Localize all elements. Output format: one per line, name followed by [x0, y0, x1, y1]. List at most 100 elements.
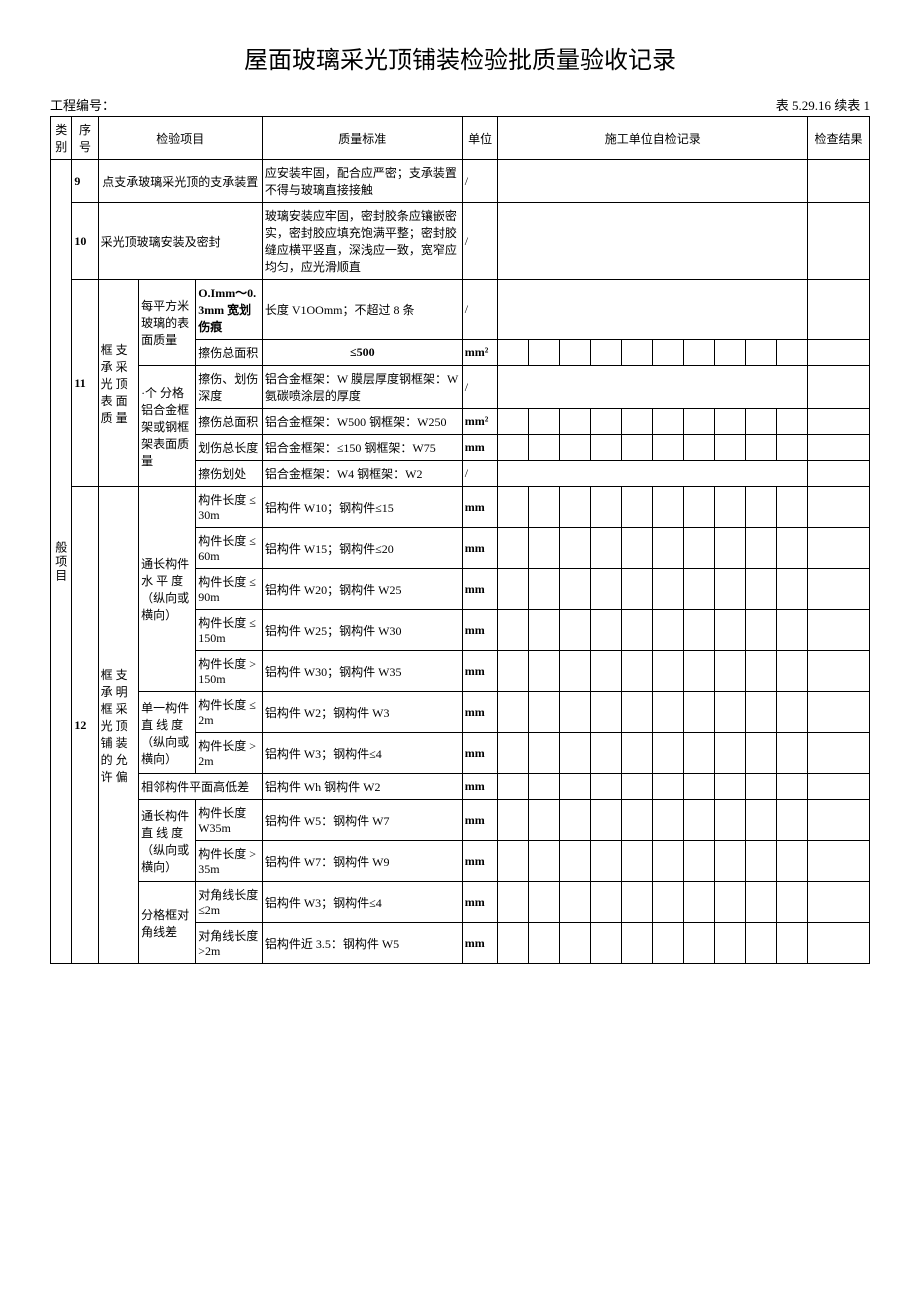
result-cell: [807, 160, 869, 203]
record-cell: [498, 435, 529, 461]
record-cell: [745, 841, 776, 882]
unit-cell: /: [462, 160, 498, 203]
std-cell: 铝构件 W5：钢构件 W7: [262, 800, 462, 841]
record-cell: [653, 610, 684, 651]
record-cell: [591, 569, 622, 610]
group-cell: 框 支承 采光 顶表 面质 量: [98, 280, 138, 487]
record-cell: [498, 487, 529, 528]
record-cell: [560, 651, 591, 692]
record-cell: [560, 733, 591, 774]
record-cell: [498, 569, 529, 610]
record-cell: [776, 774, 807, 800]
record-cell: [776, 651, 807, 692]
result-cell: [807, 610, 869, 651]
subitem-cell: 构件长度 ≤60m: [196, 528, 263, 569]
std-cell: 铝合金框架：W500 钢框架：W250: [262, 409, 462, 435]
record-cell: [653, 651, 684, 692]
record-cell: [684, 651, 715, 692]
result-cell: [807, 280, 869, 340]
head-standard: 质量标准: [262, 117, 462, 160]
table-row: 10 采光顶玻璃安装及密封 玻璃安装应牢固，密封胶条应镶嵌密实，密封胶应填充饱满…: [51, 203, 870, 280]
category-cell: 般项目: [51, 160, 72, 964]
record-cell: [560, 841, 591, 882]
inspection-table: 类别 序号 检验项目 质量标准 单位 施工单位自检记录 检查结果 般项目 9 点…: [50, 116, 870, 964]
subitem-cell: 构件长度 ≤90m: [196, 569, 263, 610]
subitem-cell: 构件长度 ≤150m: [196, 610, 263, 651]
record-cell: [591, 651, 622, 692]
unit-cell: /: [462, 461, 498, 487]
result-cell: [807, 366, 869, 409]
record-cell: [715, 435, 746, 461]
result-cell: [807, 733, 869, 774]
unit-cell: mm: [462, 882, 498, 923]
record-cell: [745, 882, 776, 923]
unit-cell: /: [462, 280, 498, 340]
record-cell: [653, 435, 684, 461]
record-cell: [498, 774, 529, 800]
result-cell: [807, 487, 869, 528]
subitem-cell: 划伤总长度: [196, 435, 263, 461]
record-cell: [622, 528, 653, 569]
record-cell: [591, 841, 622, 882]
table-row: 相邻构件平面高低差 铝构件 Wh 钢构件 W2 mm: [51, 774, 870, 800]
subitem-cell: 构件长度 W35m: [196, 800, 263, 841]
record-cell: [529, 340, 560, 366]
record-cell: [715, 800, 746, 841]
record-cell: [745, 435, 776, 461]
record-cell: [498, 160, 807, 203]
record-cell: [745, 409, 776, 435]
group-cell: 框 支承 明框 采光 顶铺 装的 允许 偏: [98, 487, 138, 964]
record-cell: [529, 487, 560, 528]
record-cell: [745, 692, 776, 733]
record-cell: [498, 461, 807, 487]
record-cell: [622, 841, 653, 882]
record-cell: [529, 882, 560, 923]
std-cell: 铝合金框架：W 膜层厚度钢框架：W 氨碳喷涂层的厚度: [262, 366, 462, 409]
record-cell: [498, 733, 529, 774]
record-cell: [684, 528, 715, 569]
record-cell: [591, 923, 622, 964]
record-cell: [498, 203, 807, 280]
result-cell: [807, 461, 869, 487]
seq-cell: 12: [72, 487, 98, 964]
record-cell: [591, 800, 622, 841]
result-cell: [807, 841, 869, 882]
record-cell: [653, 841, 684, 882]
unit-cell: mm: [462, 923, 498, 964]
result-cell: [807, 923, 869, 964]
record-cell: [529, 733, 560, 774]
subitem-cell: 擦伤划处: [196, 461, 263, 487]
record-cell: [653, 487, 684, 528]
result-cell: [807, 203, 869, 280]
record-cell: [622, 800, 653, 841]
record-cell: [745, 800, 776, 841]
record-cell: [498, 841, 529, 882]
record-cell: [745, 528, 776, 569]
record-cell: [529, 435, 560, 461]
record-cell: [776, 841, 807, 882]
table-row: 12 框 支承 明框 采光 顶铺 装的 允许 偏 通长构件水 平 度（纵向或横向…: [51, 487, 870, 528]
record-cell: [622, 774, 653, 800]
std-cell: 铝构件 Wh 钢构件 W2: [262, 774, 462, 800]
record-cell: [684, 841, 715, 882]
subitem-cell: 构件长度 >35m: [196, 841, 263, 882]
std-cell: 玻璃安装应牢固，密封胶条应镶嵌密实，密封胶应填充饱满平整；密封胶缝应横平竖直，深…: [262, 203, 462, 280]
record-cell: [745, 651, 776, 692]
unit-cell: /: [462, 366, 498, 409]
record-cell: [591, 487, 622, 528]
std-cell: 铝构件 W15；钢构件≤20: [262, 528, 462, 569]
record-cell: [529, 569, 560, 610]
head-result: 检查结果: [807, 117, 869, 160]
unit-cell: mm: [462, 610, 498, 651]
subgroup-cell: ·个 分格铝合金框架或钢框架表面质量: [139, 366, 196, 487]
unit-cell: mm: [462, 800, 498, 841]
record-cell: [560, 774, 591, 800]
subitem-cell: 对角线长度 >2m: [196, 923, 263, 964]
record-cell: [653, 692, 684, 733]
record-cell: [591, 340, 622, 366]
table-row: 分格框对角线差 对角线长度 ≤2m 铝构件 W3；钢构件≤4 mm: [51, 882, 870, 923]
subgroup-cell: 分格框对角线差: [139, 882, 196, 964]
record-cell: [529, 841, 560, 882]
record-cell: [498, 923, 529, 964]
record-cell: [776, 733, 807, 774]
